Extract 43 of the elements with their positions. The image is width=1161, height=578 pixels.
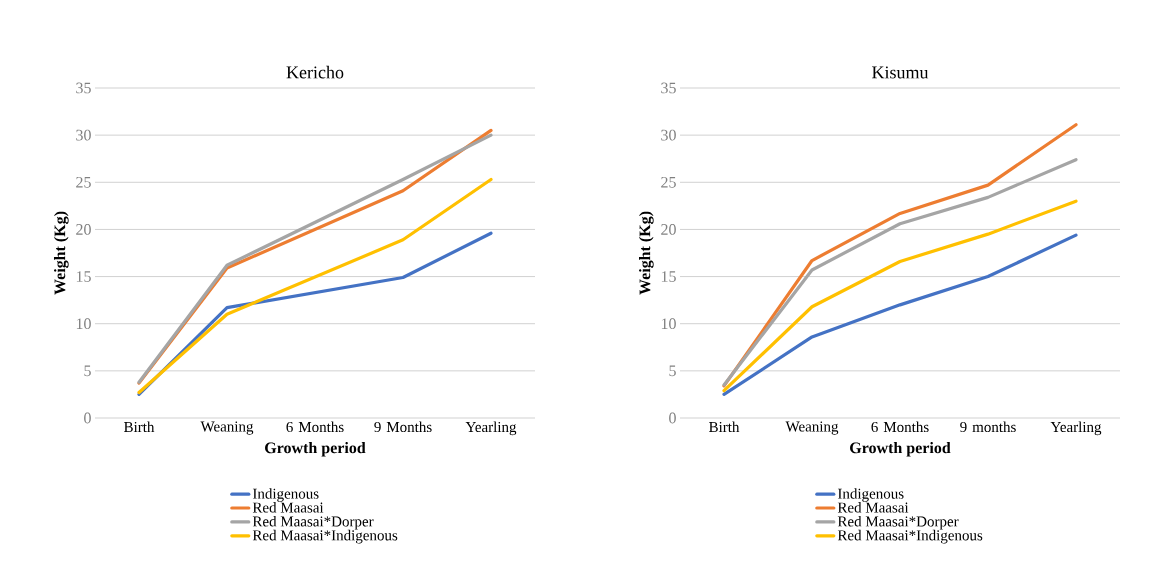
y-tick-label: 15 (661, 271, 676, 282)
y-tick-label: 10 (661, 318, 676, 330)
x-tick-label: Yearling (1050, 421, 1102, 436)
y-tick-label: 25 (661, 176, 676, 188)
x-axis-title: Growth period (265, 442, 366, 457)
x-tick-label: Birth (124, 421, 155, 433)
line-series (137, 177, 493, 395)
y-tick-label: 5 (669, 365, 676, 377)
y-tick-label: 35 (76, 82, 91, 94)
y-tick-label: 35 (661, 82, 676, 94)
x-tick-label: 6 Months (286, 421, 344, 433)
x-axis-title: Growth period (850, 442, 951, 457)
x-tick-label: Weaning (785, 421, 839, 435)
legend-label: Indigenous (252, 488, 319, 502)
x-tick-label: Weaning (200, 421, 254, 435)
legend-label: Red Maasai (252, 502, 324, 513)
chart-title: Kericho (286, 65, 344, 79)
y-tick-label: 30 (76, 129, 91, 141)
y-tick-label: 15 (76, 271, 91, 282)
y-axis-title: Weight (Kg) (54, 211, 69, 295)
y-axis-title: Weight (Kg) (639, 211, 654, 295)
legend-label: Red Maasai (837, 502, 909, 513)
legend-label: Red Maasai*Dorper (837, 515, 959, 530)
y-tick-label: 20 (76, 224, 91, 235)
legend-label: Indigenous (837, 488, 904, 502)
y-tick-label: 25 (76, 176, 91, 188)
x-tick-label: 9 months (960, 421, 1016, 433)
line-series (722, 199, 1078, 393)
x-tick-label: 6 Months (871, 421, 929, 433)
y-tick-label: 10 (76, 318, 91, 330)
legend-label: Red Maasai*Indigenous (252, 529, 398, 544)
y-tick-label: 0 (669, 412, 676, 424)
x-tick-label: 9 Months (374, 421, 432, 433)
y-tick-label: 5 (84, 365, 91, 377)
y-tick-label: 0 (84, 412, 91, 424)
y-tick-label: 30 (661, 129, 676, 141)
y-tick-label: 20 (661, 224, 676, 235)
legend-label: Red Maasai*Dorper (252, 515, 374, 530)
x-tick-label: Yearling (465, 421, 517, 436)
legend-label: Red Maasai*Indigenous (837, 529, 983, 544)
x-tick-label: Birth (709, 421, 740, 433)
line-series (722, 233, 1078, 397)
chart-title: Kisumu (872, 66, 929, 79)
